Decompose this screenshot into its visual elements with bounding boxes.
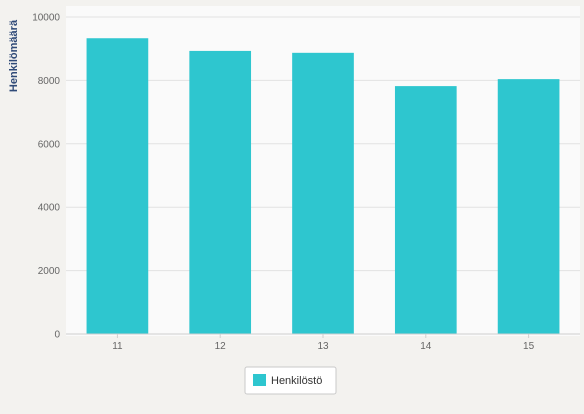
legend-swatch bbox=[253, 374, 266, 386]
legend[interactable]: Henkilöstö bbox=[244, 366, 337, 395]
y-tick-label: 4000 bbox=[38, 203, 61, 214]
x-tick-label: 14 bbox=[420, 341, 432, 352]
legend-label: Henkilöstö bbox=[271, 375, 322, 387]
bar-12[interactable] bbox=[189, 50, 252, 334]
x-tick-label: 15 bbox=[523, 341, 535, 352]
bar-11[interactable] bbox=[86, 38, 149, 334]
x-tick-label: 12 bbox=[215, 341, 227, 352]
x-tick-labels: 11 12 13 14 15 bbox=[112, 334, 535, 352]
y-tick-label: 0 bbox=[54, 330, 60, 341]
bar-13[interactable] bbox=[292, 52, 354, 335]
y-tick-labels: 0 2000 4000 6000 8000 10000 bbox=[32, 13, 60, 341]
y-tick-label: 2000 bbox=[38, 266, 61, 277]
y-tick-label: 8000 bbox=[38, 76, 61, 87]
legend-box[interactable] bbox=[244, 366, 337, 395]
x-tick-label: 11 bbox=[112, 341, 123, 352]
y-tick-label: 6000 bbox=[38, 139, 61, 150]
x-tick-label: 13 bbox=[317, 341, 329, 352]
bar-15[interactable] bbox=[497, 79, 560, 335]
y-tick-label: 10000 bbox=[32, 13, 60, 24]
bar-14[interactable] bbox=[394, 86, 457, 334]
bars bbox=[86, 38, 560, 335]
y-axis-label: Henkilömäärä bbox=[8, 19, 20, 92]
